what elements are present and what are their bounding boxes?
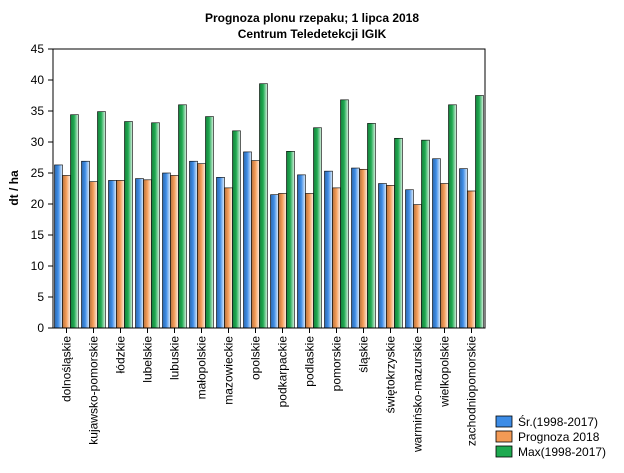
- bar-2-15: [440, 183, 449, 329]
- bar-2-3: [116, 180, 125, 329]
- bar-1-6: [189, 160, 198, 329]
- x-tick-label: podlaskie: [303, 336, 317, 387]
- bar-1-2: [81, 160, 90, 329]
- bar-3-12: [367, 123, 376, 329]
- bar-3-11: [340, 99, 349, 329]
- plot-area-frame: [52, 48, 486, 329]
- x-tick-label: zachodniopomorskie: [465, 336, 479, 446]
- x-tick-label: kujawsko-pomorskie: [87, 336, 101, 445]
- bar-2-4: [143, 179, 152, 329]
- y-tick-label: 25: [31, 166, 45, 180]
- bar-2-12: [359, 168, 368, 329]
- legend-label-2: Prognoza 2018: [518, 430, 600, 444]
- bar-3-13: [394, 137, 403, 329]
- legend: Śr.(1998-2017)Prognoza 2018Max(1998-2017…: [495, 414, 606, 459]
- bar-1-9: [270, 194, 279, 329]
- x-tick-label: warmińsko-mazurskie: [411, 336, 425, 453]
- bar-1-8: [243, 151, 252, 329]
- bar-1-4: [135, 178, 144, 329]
- bar-3-14: [421, 139, 430, 329]
- bar-2-13: [386, 185, 395, 329]
- bar-2-10: [305, 193, 314, 329]
- x-tick-label: pomorskie: [330, 336, 344, 392]
- bar-3-6: [205, 116, 214, 329]
- bar-2-14: [413, 204, 422, 329]
- bar-3-4: [151, 122, 160, 329]
- y-tick-label: 35: [31, 104, 45, 118]
- bar-1-14: [405, 189, 414, 329]
- bar-1-15: [432, 158, 441, 329]
- x-tick-label: podkarpackie: [276, 336, 290, 408]
- legend-swatch-2: [495, 430, 513, 443]
- y-tick-label: 15: [31, 228, 45, 242]
- bar-3-7: [232, 130, 241, 329]
- y-tick-label: 0: [37, 321, 44, 335]
- bar-3-16: [475, 95, 484, 329]
- x-tick-label: łódzkie: [114, 336, 128, 374]
- chart-subtitle: Centrum Teledetekcji IGIK: [238, 27, 387, 41]
- x-tick-label: mazowieckie: [222, 336, 236, 405]
- y-tick-label: 30: [31, 135, 45, 149]
- bar-2-16: [467, 190, 476, 329]
- y-tick-label: 5: [37, 290, 44, 304]
- bar-3-3: [124, 121, 133, 329]
- bar-3-2: [97, 111, 106, 329]
- bar-1-1: [54, 164, 63, 329]
- bar-1-7: [216, 177, 225, 329]
- bar-1-10: [297, 174, 306, 329]
- bar-1-16: [459, 168, 468, 329]
- legend-label-3: Max(1998-2017): [518, 445, 606, 459]
- x-tick-label: lubuskie: [168, 336, 182, 380]
- y-tick-label: 10: [31, 259, 45, 273]
- bar-3-10: [313, 127, 322, 329]
- bar-1-13: [378, 183, 387, 329]
- bar-2-7: [224, 187, 233, 329]
- x-ticks-group: dolnośląskie kujawsko-pomorskie łódzkie lub…: [60, 328, 479, 453]
- bar-2-1: [62, 175, 71, 329]
- bar-2-9: [278, 193, 287, 329]
- legend-swatch-3: [495, 445, 513, 458]
- bar-1-5: [162, 172, 171, 329]
- y-tick-label: 40: [31, 73, 45, 87]
- x-tick-label: dolnośląskie: [60, 336, 74, 402]
- bar-2-8: [251, 160, 260, 329]
- bar-2-2: [89, 181, 98, 329]
- x-tick-label: opolskie: [249, 336, 263, 380]
- legend-label-1: Śr.(1998-2017): [518, 414, 598, 429]
- bar-3-1: [70, 114, 79, 329]
- bar-3-9: [286, 151, 295, 329]
- legend-swatch-1: [495, 415, 513, 428]
- y-ticks-group: 0 5 10 15 20 25 30 35 40 45: [31, 42, 53, 335]
- bar-2-5: [170, 175, 179, 329]
- bar-2-6: [197, 163, 206, 329]
- bar-1-12: [351, 167, 360, 329]
- chart-title: Prognoza plonu rzepaku; 1 lipca 2018: [205, 11, 419, 25]
- y-tick-label: 20: [31, 197, 45, 211]
- bar-3-5: [178, 104, 187, 329]
- bar-1-3: [108, 180, 117, 329]
- x-tick-label: świętokrzyskie: [384, 336, 398, 414]
- x-tick-label: lubelskie: [141, 336, 155, 383]
- bars-group: [54, 83, 484, 329]
- bar-1-11: [324, 170, 333, 329]
- x-tick-label: wielkopolskie: [438, 336, 452, 408]
- y-axis-title: dt / ha: [7, 170, 21, 206]
- bar-2-11: [332, 187, 341, 329]
- bar-3-15: [448, 104, 457, 329]
- x-tick-label: śląskie: [357, 336, 371, 373]
- x-tick-label: małopolskie: [195, 336, 209, 400]
- y-tick-label: 45: [31, 42, 45, 56]
- bar-3-8: [259, 83, 268, 329]
